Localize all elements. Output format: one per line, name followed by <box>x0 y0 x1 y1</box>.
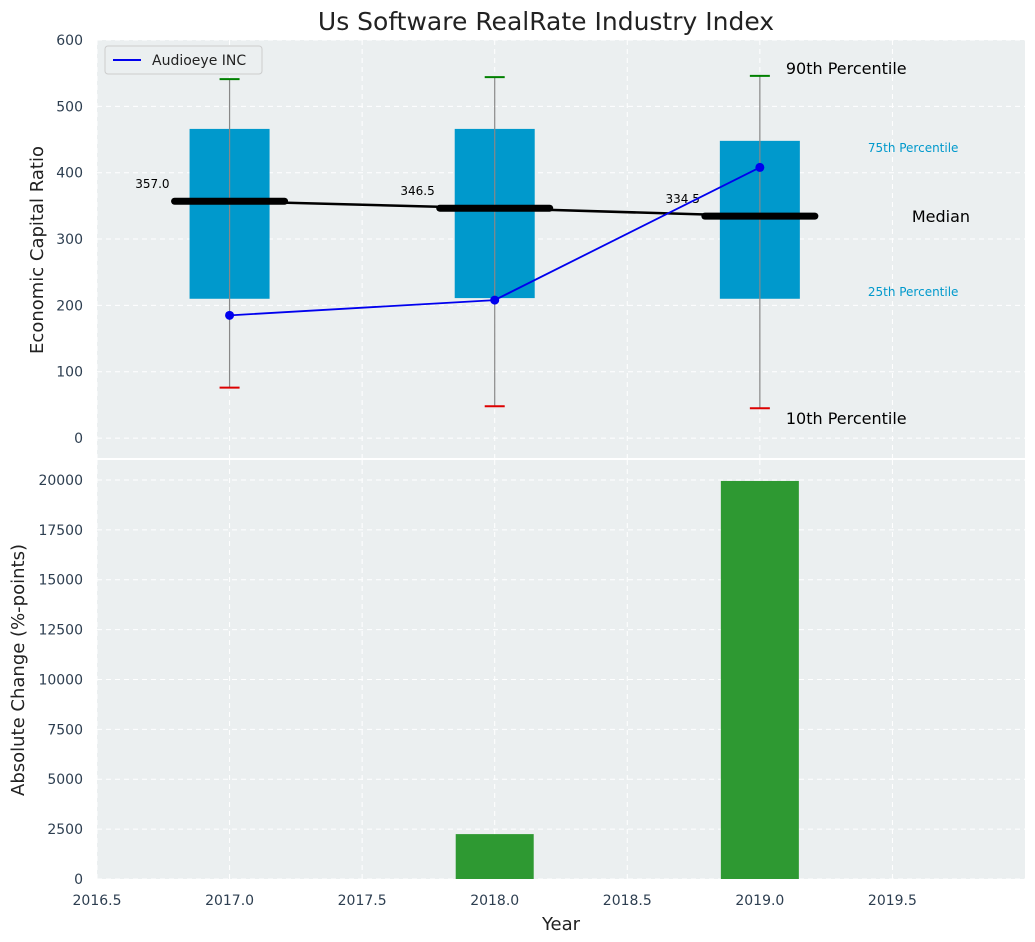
bottom-x-tick-label: 2019.0 <box>735 893 784 909</box>
p75-annotation: 75th Percentile <box>868 141 959 155</box>
p10-annotation: 10th Percentile <box>786 409 907 428</box>
bottom-x-tick-label: 2018.5 <box>603 893 652 909</box>
bottom-y-tick-label: 2500 <box>47 822 83 838</box>
top-y-tick-label: 500 <box>56 99 83 115</box>
bottom-y-tick-label: 12500 <box>38 623 83 639</box>
bottom-panel: 0 2500 5000 7500 10000 12500 15000 17500 20000 20… <box>38 460 1025 909</box>
bottom-y-tick-label: 17500 <box>38 523 83 539</box>
bottom-y-axis-label: Absolute Change (%-points) <box>8 544 29 796</box>
change-bar <box>455 834 534 879</box>
bottom-x-tick-label: 2019.5 <box>868 893 917 909</box>
svg-text:Economic Capital Ratio: Economic Capital Ratio <box>27 146 48 354</box>
p90-annotation: 90th Percentile <box>786 59 907 78</box>
top-y-tick-label: 300 <box>56 232 83 248</box>
p25-annotation: 25th Percentile <box>868 285 959 299</box>
bottom-x-tick-label: 2017.5 <box>338 893 387 909</box>
company-point <box>755 162 765 172</box>
bottom-y-tick-label: 20000 <box>38 473 83 489</box>
bottom-plot-area <box>97 460 1025 879</box>
bottom-x-tick-label: 2016.5 <box>73 893 122 909</box>
company-point <box>225 310 235 320</box>
company-point <box>490 295 500 305</box>
top-y-axis-label: Economic Capital Ratio <box>27 146 48 354</box>
bottom-x-tick-label: 2017.0 <box>205 893 254 909</box>
bottom-y-tick-label: 15000 <box>38 573 83 589</box>
top-y-tick-label: 100 <box>56 365 83 381</box>
median-value-label: 346.5 <box>400 184 434 198</box>
bottom-x-axis-label: Year <box>541 914 581 935</box>
median-annotation: Median <box>912 207 970 226</box>
change-bar <box>720 480 799 879</box>
legend-entry: Audioeye INC <box>152 53 246 69</box>
bottom-x-tick-label: 2018.0 <box>470 893 519 909</box>
chart-title: Us Software RealRate Industry Index <box>318 7 774 36</box>
bottom-y-tick-label: 5000 <box>47 772 83 788</box>
legend-box <box>104 45 263 75</box>
top-y-tick-label: 0 <box>74 431 83 447</box>
top-y-tick-label: 400 <box>56 166 83 182</box>
svg-text:Absolute Change (%-points): Absolute Change (%-points) <box>8 544 29 796</box>
top-y-tick-label: 600 <box>56 33 83 49</box>
bottom-y-tick-label: 10000 <box>38 672 83 688</box>
top-y-tick-label: 200 <box>56 298 83 314</box>
bottom-y-tick-label: 0 <box>74 872 83 888</box>
bottom-y-tick-label: 7500 <box>47 722 83 738</box>
median-value-label: 357.0 <box>135 177 169 191</box>
legend: Audioeye INC <box>104 45 263 75</box>
